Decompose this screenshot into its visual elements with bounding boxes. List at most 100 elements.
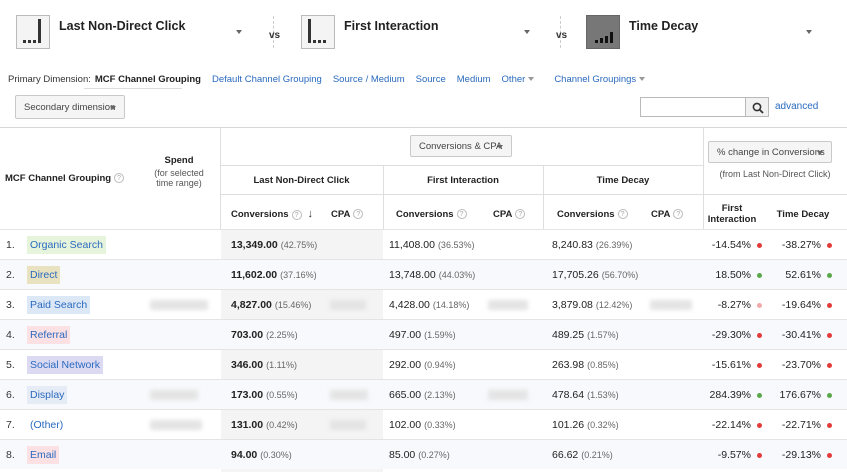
row-index: 5. bbox=[6, 359, 15, 371]
divider bbox=[703, 128, 704, 229]
row-index: 4. bbox=[6, 329, 15, 341]
table-row: 6. Display 173.00 (0.55%) 665.00 (2.13%) 478.6… bbox=[0, 379, 847, 409]
channel-link[interactable]: (Other) bbox=[27, 416, 67, 434]
model-selector-last-non-direct-click[interactable]: Last Non-Direct Click bbox=[16, 14, 185, 50]
change-time-decay-value: -23.70% bbox=[781, 359, 821, 371]
fi-cpa-header-label: CPA bbox=[493, 209, 513, 220]
redacted-value bbox=[330, 420, 366, 430]
lndc-conversions-value: 131.00 bbox=[231, 419, 264, 431]
row-index: 1. bbox=[6, 239, 15, 251]
lndc-conversions-value: 11,602.00 bbox=[231, 269, 278, 281]
channel-grouping-header-label: MCF Channel Grouping bbox=[5, 173, 112, 184]
fi-conversions-pct: (0.27%) bbox=[418, 450, 450, 460]
channel-link[interactable]: Paid Search bbox=[27, 296, 91, 314]
channel-link[interactable]: Social Network bbox=[27, 356, 104, 374]
model-selector-first-interaction[interactable]: First Interaction bbox=[301, 14, 438, 50]
metric-selector-dropdown[interactable]: Conversions & CPA bbox=[410, 135, 512, 157]
dimension-link-source-medium[interactable]: Source / Medium bbox=[332, 73, 405, 85]
change-first-interaction-header[interactable]: First Interaction bbox=[707, 203, 757, 225]
row-index: 8. bbox=[6, 449, 15, 461]
channel-link[interactable]: Direct bbox=[27, 266, 61, 284]
search-button[interactable] bbox=[745, 97, 769, 117]
lndc-conversions-pct: (2.25%) bbox=[266, 330, 298, 340]
fi-conversions-cell: 102.00 (0.33%) bbox=[389, 410, 456, 440]
td-conversions-value: 3,879.08 bbox=[552, 299, 593, 311]
change-header-sub: (from Last Non-Direct Click) bbox=[719, 169, 831, 179]
td-conversions-cell: 101.26 (0.32%) bbox=[552, 410, 619, 440]
change-time-decay-cell: -30.41% bbox=[770, 320, 832, 350]
change-first-interaction-value: -8.27% bbox=[717, 299, 751, 311]
time-decay-model-icon bbox=[586, 15, 620, 49]
fi-cpa-header[interactable]: CPA? bbox=[493, 209, 526, 220]
divider bbox=[543, 165, 544, 229]
fi-conversions-pct: (2.13%) bbox=[424, 390, 456, 400]
td-conversions-header[interactable]: Conversions? bbox=[557, 209, 628, 220]
help-icon[interactable]: ? bbox=[114, 173, 125, 184]
table-row: 3. Paid Search 4,827.00 (15.46%) 4,428.00 (14… bbox=[0, 289, 847, 319]
lndc-conversions-pct: (0.30%) bbox=[260, 450, 292, 460]
dimension-link-channel-groupings[interactable]: Channel Groupings bbox=[554, 74, 646, 85]
td-conversions-cell: 17,705.26 (56.70%) bbox=[552, 260, 638, 290]
search-input[interactable] bbox=[640, 97, 746, 117]
secondary-dimension-button[interactable]: Secondary dimension bbox=[15, 95, 125, 119]
model-name: Last Non-Direct Click bbox=[59, 19, 186, 33]
channel-link[interactable]: Referral bbox=[27, 326, 71, 344]
channel-link[interactable]: Email bbox=[27, 446, 60, 464]
change-time-decay-value: -22.71% bbox=[781, 419, 821, 431]
divider bbox=[273, 16, 274, 48]
row-index: 7. bbox=[6, 419, 15, 431]
redacted-value bbox=[488, 300, 528, 310]
help-icon[interactable]: ? bbox=[515, 209, 526, 220]
change-time-decay-value: -38.27% bbox=[781, 239, 821, 251]
primary-dimension-label: Primary Dimension: bbox=[8, 73, 91, 85]
trend-dot-icon bbox=[757, 272, 762, 278]
fi-conversions-cell: 497.00 (1.59%) bbox=[389, 320, 456, 350]
td-conversions-cell: 66.62 (0.21%) bbox=[552, 440, 613, 470]
help-icon[interactable]: ? bbox=[617, 209, 628, 220]
dimension-link-default-channel-grouping[interactable]: Default Channel Grouping bbox=[211, 73, 322, 85]
change-time-decay-cell: 176.67% bbox=[770, 380, 832, 410]
channel-link[interactable]: Organic Search bbox=[27, 236, 106, 254]
fi-conversions-header[interactable]: Conversions? bbox=[396, 209, 467, 220]
td-conversions-cell: 3,879.08 (12.42%) bbox=[552, 290, 632, 320]
group-header-last-non-direct-click: Last Non-Direct Click bbox=[253, 175, 350, 186]
lndc-conversions-value: 703.00 bbox=[231, 329, 264, 341]
trend-dot-icon bbox=[757, 422, 762, 428]
chevron-down-icon[interactable] bbox=[236, 30, 242, 34]
table-row: 4. Referral 703.00 (2.25%) 497.00 (1.59%) 489.… bbox=[0, 319, 847, 349]
chevron-down-icon[interactable] bbox=[806, 30, 812, 34]
dimension-link-other[interactable]: Other bbox=[502, 74, 535, 85]
trend-dot-icon bbox=[757, 242, 762, 248]
td-cpa-header[interactable]: CPA? bbox=[651, 209, 684, 220]
fi-conversions-pct: (36.53%) bbox=[437, 240, 475, 250]
change-first-interaction-cell: 18.50% bbox=[704, 260, 762, 290]
help-icon[interactable]: ? bbox=[673, 209, 684, 220]
td-conversions-value: 66.62 bbox=[552, 449, 579, 461]
advanced-search-link[interactable]: advanced bbox=[775, 101, 819, 112]
change-first-interaction-value: 284.39% bbox=[709, 389, 751, 401]
lndc-cpa-header[interactable]: CPA? bbox=[331, 209, 364, 220]
fi-conversions-cell: 11,408.00 (36.53%) bbox=[389, 230, 474, 260]
mcf-comparison-table: MCF Channel Grouping? Spend (for selecte… bbox=[0, 127, 847, 472]
chevron-down-icon[interactable] bbox=[524, 30, 530, 34]
lndc-conversions-header[interactable]: Conversions? ↓ bbox=[231, 208, 314, 221]
td-conversions-pct: (0.21%) bbox=[581, 450, 613, 460]
trend-dot-icon bbox=[827, 392, 832, 398]
change-first-interaction-cell: -29.30% bbox=[704, 320, 762, 350]
change-first-interaction-value: -29.30% bbox=[711, 329, 751, 341]
lndc-conversions-pct: (15.46%) bbox=[274, 300, 312, 310]
help-icon[interactable]: ? bbox=[291, 209, 302, 220]
change-time-decay-header[interactable]: Time Decay bbox=[776, 209, 830, 220]
trend-dot-icon bbox=[757, 452, 762, 458]
td-conversions-pct: (26.39%) bbox=[595, 240, 633, 250]
model-selector-time-decay[interactable]: Time Decay bbox=[586, 14, 698, 50]
dimension-link-medium[interactable]: Medium bbox=[456, 73, 491, 85]
lndc-conversions-value: 13,349.00 bbox=[231, 239, 278, 251]
td-conversions-cell: 8,240.83 (26.39%) bbox=[552, 230, 632, 260]
change-selector-dropdown[interactable]: % change in Conversions bbox=[708, 141, 832, 163]
sort-descending-icon: ↓ bbox=[307, 208, 314, 220]
channel-link[interactable]: Display bbox=[27, 386, 68, 404]
help-icon[interactable]: ? bbox=[456, 209, 467, 220]
help-icon[interactable]: ? bbox=[353, 209, 364, 220]
dimension-link-source[interactable]: Source bbox=[415, 73, 446, 85]
